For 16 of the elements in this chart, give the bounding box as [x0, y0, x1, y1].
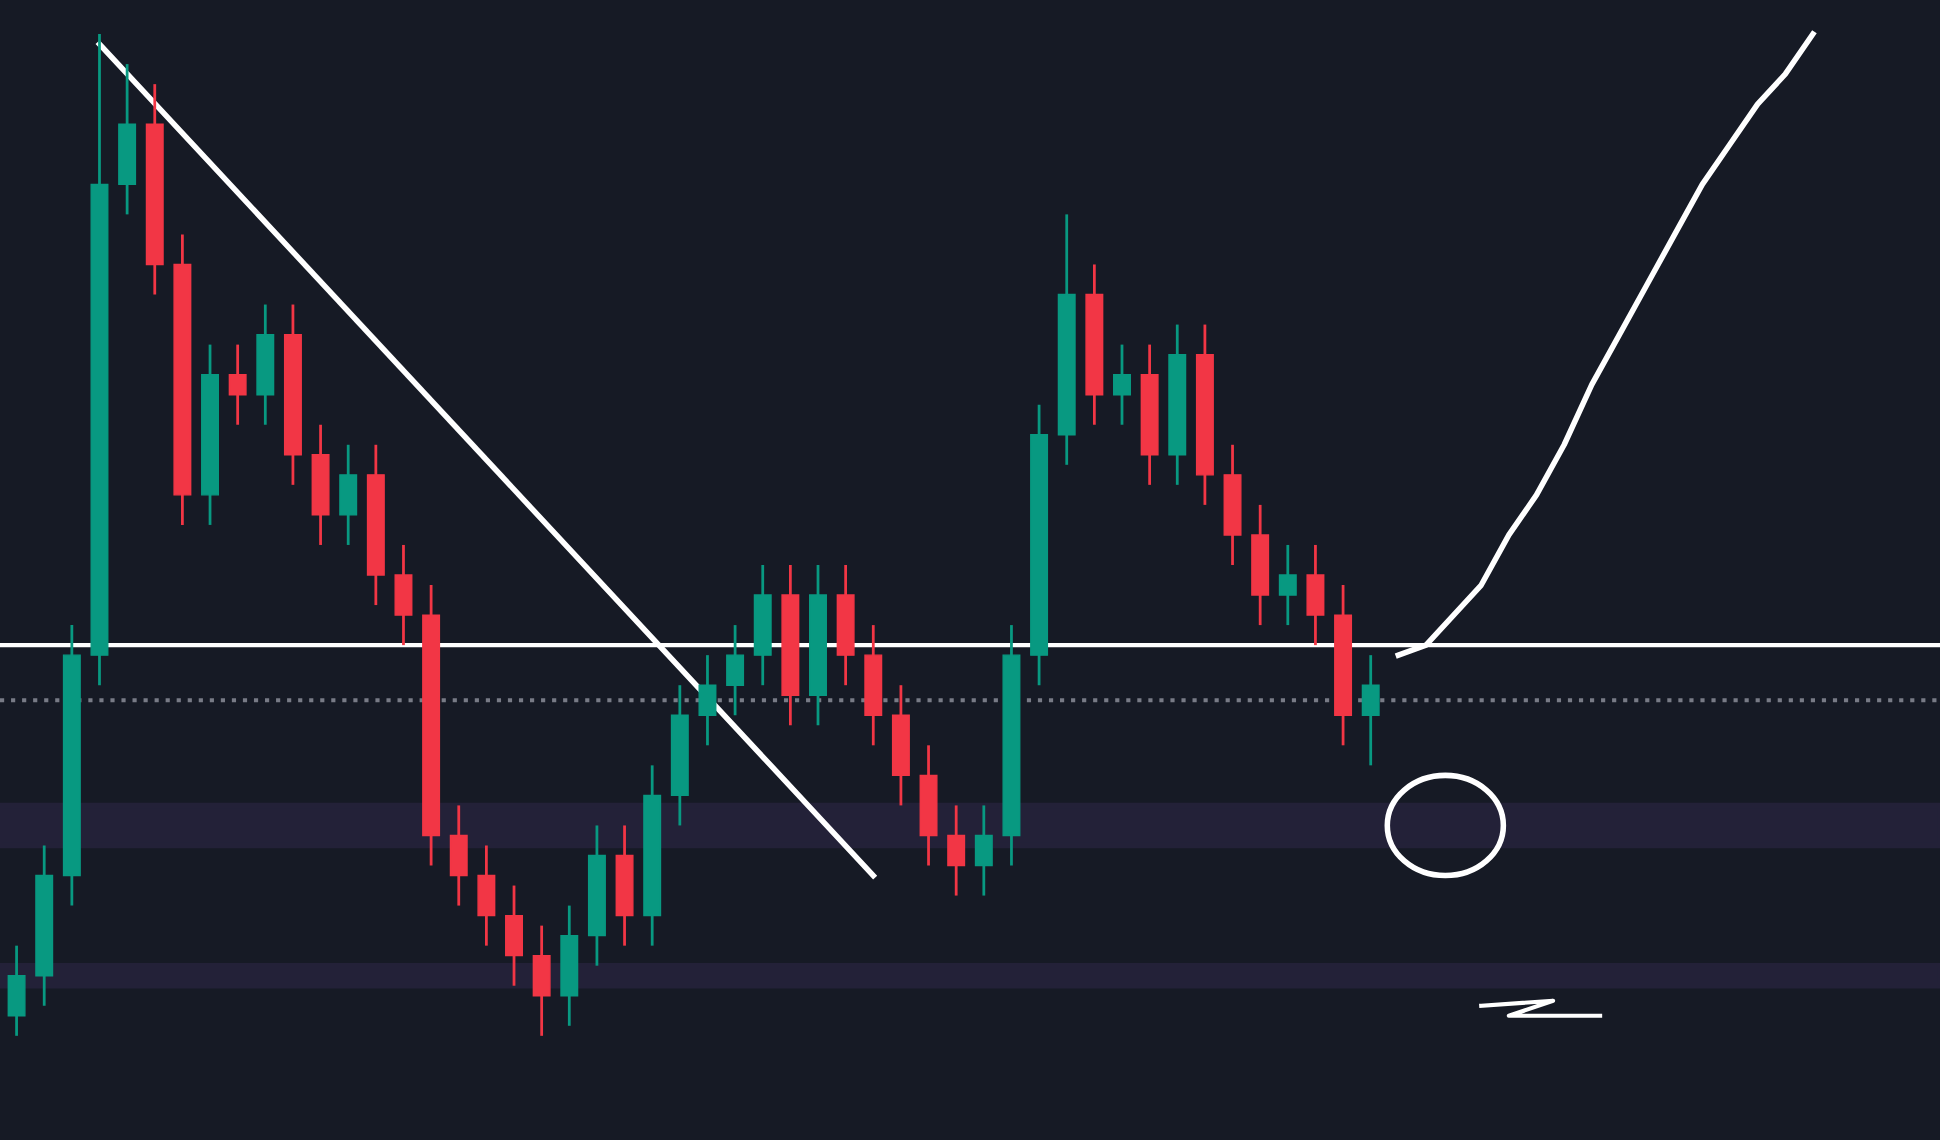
candlestick: [947, 804, 966, 897]
candlestick: [228, 343, 247, 427]
candlestick: [7, 944, 26, 1038]
candlestick: [1361, 653, 1380, 767]
candlestick: [726, 623, 745, 717]
candlestick: [394, 543, 413, 647]
candlestick: [698, 653, 717, 747]
candlestick: [477, 844, 496, 948]
candlestick: [974, 804, 993, 897]
candlestick: [1278, 543, 1297, 627]
candlestick: [532, 924, 551, 1038]
candlestick: [1113, 343, 1131, 427]
candlestick: [505, 884, 524, 988]
candlestick: [339, 443, 358, 547]
candlestick: [449, 804, 468, 907]
candlestick: [1306, 543, 1325, 647]
